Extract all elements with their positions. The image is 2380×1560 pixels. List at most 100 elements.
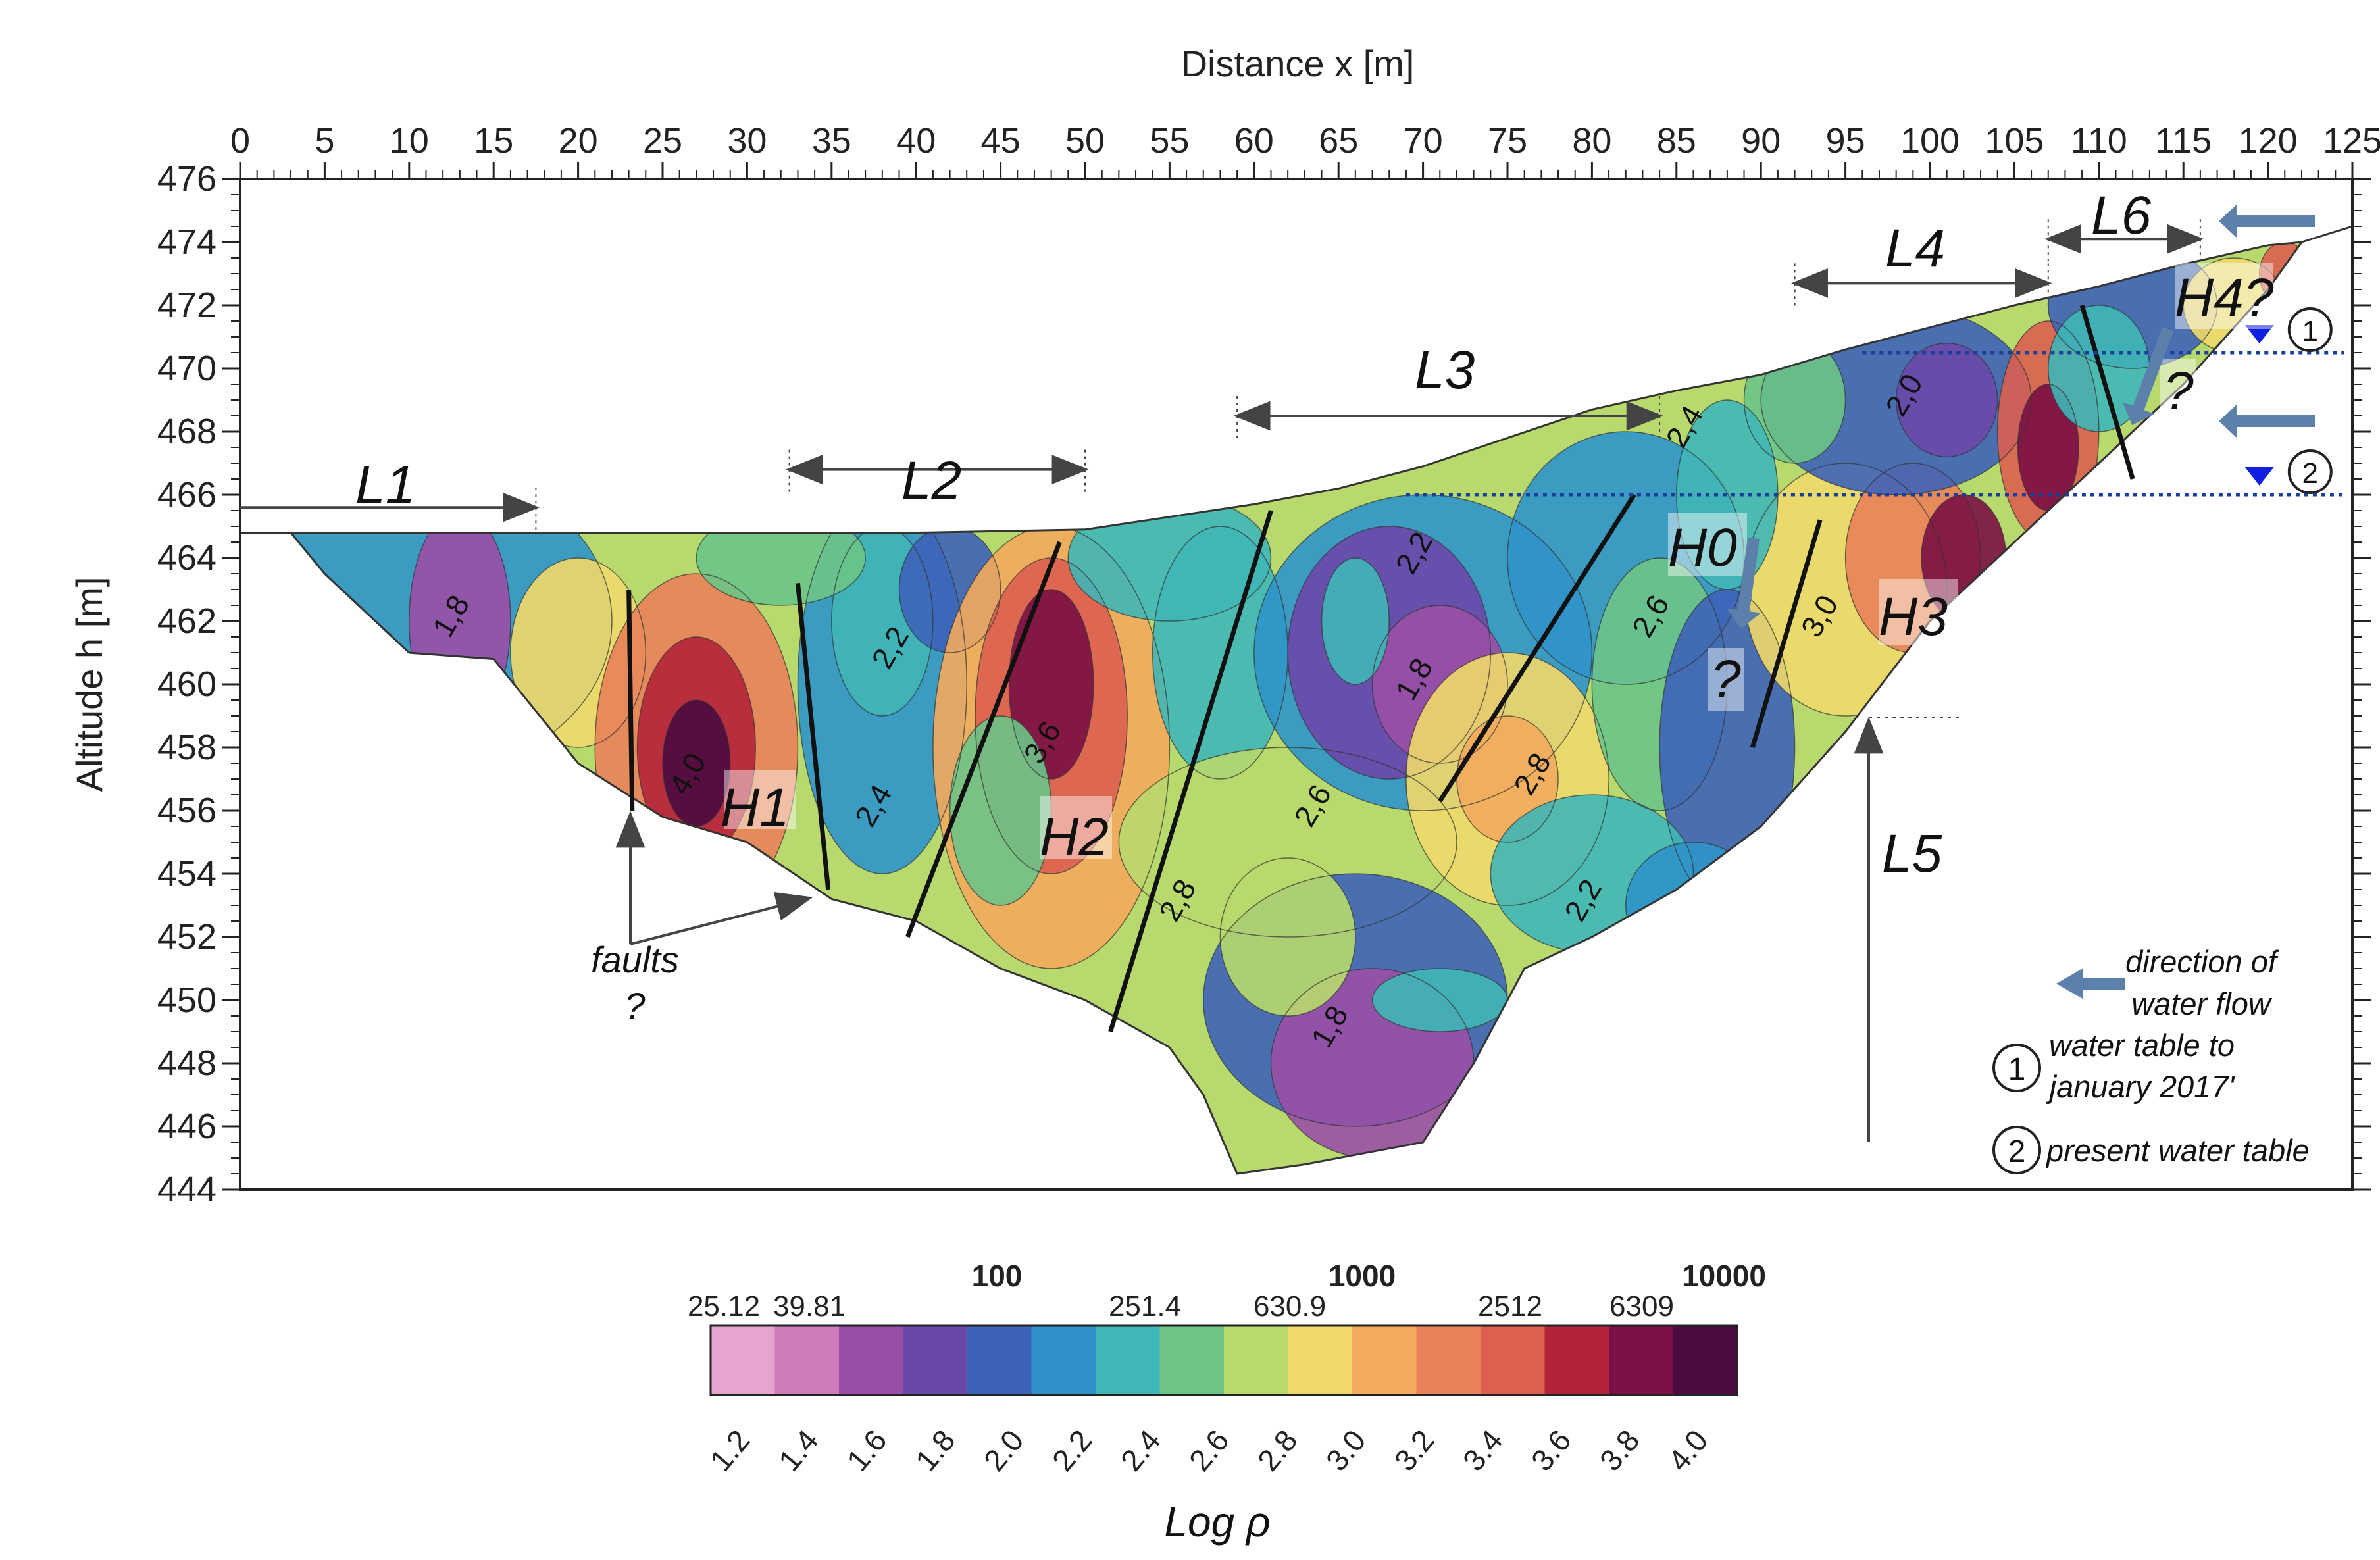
water-table-number: 2 bbox=[2302, 457, 2318, 490]
colorbar-tick-label: 2.2 bbox=[1046, 1423, 1099, 1477]
section-blob bbox=[1009, 590, 1094, 779]
y-tick-label: 466 bbox=[157, 475, 216, 515]
x-tick-label: 25 bbox=[643, 121, 682, 161]
colorbar-cell bbox=[1544, 1326, 1609, 1395]
anomaly-H0: H0 bbox=[1668, 518, 1737, 578]
fault-line bbox=[795, 583, 831, 890]
water-table-circle-icon bbox=[2287, 449, 2333, 494]
x-tick-label: 120 bbox=[2239, 121, 2298, 161]
segment-arrows bbox=[240, 219, 2204, 534]
L5-arrow bbox=[1854, 717, 1961, 1142]
colorbar-tick-label: 1.2 bbox=[703, 1423, 757, 1477]
x-tick-label: 110 bbox=[2071, 121, 2127, 161]
colorbar-tick-label: 3.2 bbox=[1388, 1423, 1441, 1477]
y-tick-label: 444 bbox=[157, 1170, 216, 1209]
colorbar-tick-label: 1.6 bbox=[840, 1423, 894, 1477]
colorbar-frame bbox=[709, 1324, 1738, 1396]
contour-line bbox=[1895, 342, 1998, 458]
section-blob bbox=[663, 700, 730, 826]
section-blob bbox=[1625, 842, 1761, 969]
colorbar: 1.2 1.4 1.6 1.8 2.0 2.2 2.4 2.6 2.8 3.0 3.2 3.4 3.6 3… bbox=[688, 1259, 1766, 1477]
y-tick-label: 446 bbox=[157, 1107, 216, 1146]
fault-line bbox=[626, 589, 635, 811]
colorbar-cell bbox=[1609, 1326, 1674, 1395]
contour-line bbox=[1507, 431, 1745, 685]
legend-wt1-circle-icon bbox=[1992, 1044, 2041, 1092]
colorbar-cell bbox=[1031, 1326, 1096, 1395]
colorbar-cell bbox=[967, 1326, 1032, 1395]
label-L6: L6 bbox=[2091, 186, 2152, 245]
y-tick-label: 462 bbox=[157, 601, 216, 641]
colorbar-cell bbox=[711, 1326, 776, 1395]
y-tick-label: 456 bbox=[157, 791, 216, 830]
colorbar-cell bbox=[1673, 1326, 1738, 1395]
section-blob bbox=[696, 511, 866, 605]
colorbar-cell bbox=[1159, 1326, 1225, 1395]
colorbar-resistivity-bold: 100 bbox=[972, 1259, 1023, 1293]
colorbar-tick-label: 2.8 bbox=[1251, 1423, 1304, 1477]
x-tick-label: 35 bbox=[812, 121, 851, 161]
x-tick-label: 85 bbox=[1657, 121, 1696, 161]
colorbar-tick-label: 2.6 bbox=[1182, 1423, 1236, 1477]
flow-arrow-h0-head bbox=[1727, 608, 1761, 629]
legend: direction of water flow 1 water table to… bbox=[1992, 944, 2310, 1174]
flow-arrow-top-head bbox=[2219, 204, 2237, 238]
x-tick-label: 115 bbox=[2155, 121, 2212, 161]
contour-line bbox=[1008, 589, 1094, 780]
flow-arrow-h0 bbox=[1738, 537, 1760, 612]
water-table-circle-icon bbox=[2287, 307, 2333, 352]
fault-line bbox=[1750, 519, 1823, 748]
colorbar-resistivity-label: 251.4 bbox=[1109, 1290, 1181, 1322]
contour-line bbox=[1456, 715, 1559, 843]
anomaly-H3: H3 bbox=[1879, 587, 1948, 647]
x-tick-label: 55 bbox=[1150, 121, 1189, 161]
water-tables: 12 bbox=[1405, 307, 2344, 497]
colorbar-resistivity-label: 6309 bbox=[1609, 1290, 1674, 1322]
contour-line bbox=[1287, 526, 1492, 780]
colorbar-tick-label: 2.4 bbox=[1114, 1423, 1167, 1477]
fault-lines bbox=[240, 225, 2353, 1033]
contour-line bbox=[1219, 857, 1356, 1017]
section-blob bbox=[2017, 384, 2079, 511]
contour-line bbox=[1371, 968, 1508, 1032]
surface-right bbox=[2301, 225, 2353, 243]
contour-line bbox=[1253, 494, 1593, 811]
x-tick-label: 0 bbox=[230, 121, 250, 161]
colorbar-resistivity-bold: 1000 bbox=[1329, 1259, 1396, 1293]
colorbar-resistivity-bold: 10000 bbox=[1682, 1259, 1766, 1293]
x-tick-label: 90 bbox=[1741, 121, 1781, 161]
question-mark-h0: ? bbox=[1711, 649, 1741, 709]
y-tick-label: 458 bbox=[157, 728, 216, 767]
resistivity-section bbox=[291, 242, 2302, 1174]
legend-wt2-number: 2 bbox=[2008, 1134, 2026, 1169]
colorbar-cell bbox=[839, 1326, 904, 1395]
section-blob bbox=[1896, 343, 1998, 457]
y-tick-label: 448 bbox=[157, 1044, 216, 1083]
anomaly-H4: H4? bbox=[2175, 268, 2274, 328]
colorbar-tick-label: 3.6 bbox=[1525, 1423, 1578, 1477]
anomaly-H2: H2 bbox=[1040, 807, 1109, 867]
colorbar-resistivity-label: 25.12 bbox=[688, 1290, 760, 1322]
colorbar-resistivity-label: 2512 bbox=[1478, 1290, 1542, 1322]
x-tick-label: 105 bbox=[1985, 121, 2044, 161]
x-tick-label: 50 bbox=[1065, 121, 1105, 161]
colorbar-tick-label: 3.4 bbox=[1456, 1423, 1509, 1477]
water-table-number: 1 bbox=[2302, 315, 2318, 347]
y-axis-title: Altitude h [m] bbox=[68, 577, 110, 792]
anomaly-labels: H1 H2 H3 H4? H0 ? ? bbox=[721, 263, 2274, 867]
colorbar-tick-label: 1.8 bbox=[909, 1423, 962, 1477]
anomaly-H1: H1 bbox=[721, 778, 790, 838]
colorbar-cell bbox=[774, 1326, 840, 1395]
fault-line bbox=[905, 541, 1062, 938]
x-tick-label: 100 bbox=[1900, 121, 1960, 161]
legend-wt2-circle-icon bbox=[1992, 1126, 2041, 1174]
colorbar-tick-label: 2.0 bbox=[977, 1423, 1030, 1477]
x-tick-label: 125 bbox=[2323, 121, 2380, 161]
y-tick-label: 476 bbox=[157, 159, 216, 199]
label-L4: L4 bbox=[1885, 218, 1945, 278]
y-tick-label: 464 bbox=[157, 538, 216, 578]
flow-arrow-h4-head bbox=[2122, 401, 2155, 426]
x-tick-label: 45 bbox=[981, 121, 1021, 161]
contour-line bbox=[1405, 652, 1609, 906]
